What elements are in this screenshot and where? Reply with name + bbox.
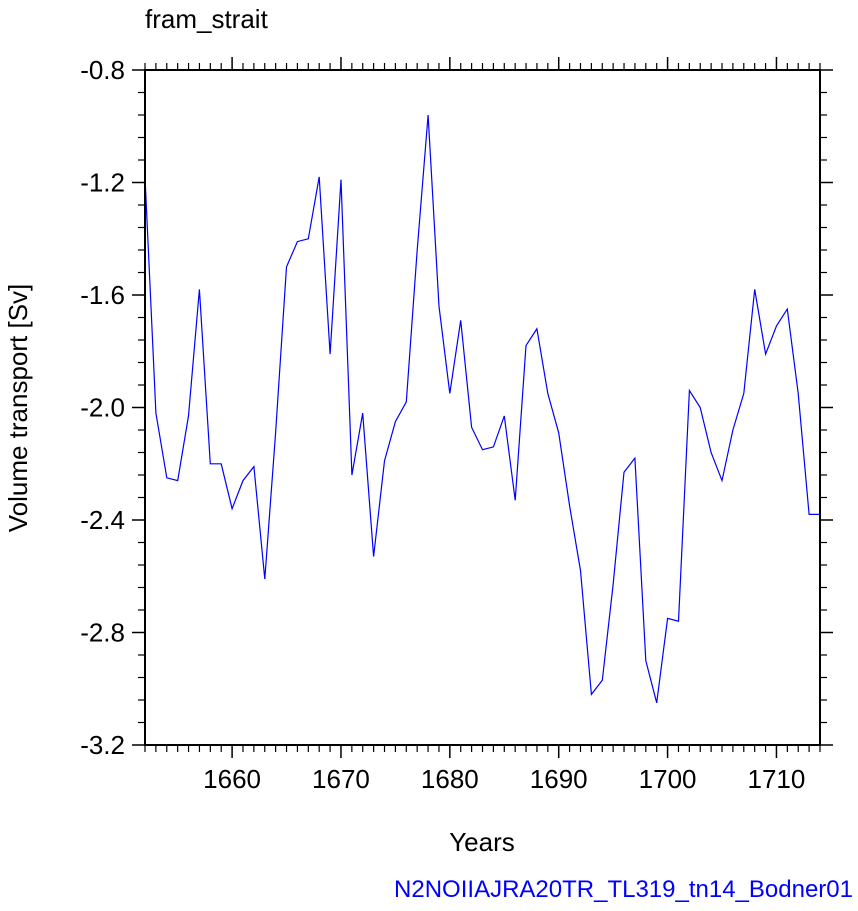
y-tick-label: -2.4 xyxy=(80,505,125,535)
run-id-label: N2NOIIAJRA20TR_TL319_tn14_Bodner01 xyxy=(394,876,853,903)
x-tick-label: 1710 xyxy=(748,764,806,794)
x-tick-label: 1680 xyxy=(421,764,479,794)
x-axis-label: Years xyxy=(449,827,515,857)
y-tick-label: -2.0 xyxy=(80,393,125,423)
y-tick-label: -0.8 xyxy=(80,55,125,85)
y-axis-label: Volume transport [Sv] xyxy=(3,284,33,533)
chart-title: fram_strait xyxy=(145,4,269,34)
y-tick-label: -3.2 xyxy=(80,730,125,760)
x-tick-label: 1690 xyxy=(530,764,588,794)
x-tick-label: 1660 xyxy=(203,764,261,794)
plot-frame xyxy=(144,69,821,746)
x-axis: 1660 1670 1680 1690 1700 1710 xyxy=(144,57,821,794)
y-axis: -0.8 -1.2 -1.6 -2.0 -2.4 -2.8 -3.2 xyxy=(80,55,833,760)
y-tick-label: -1.2 xyxy=(80,168,125,198)
x-tick-label: 1700 xyxy=(639,764,697,794)
series-line xyxy=(144,114,820,703)
y-tick-label: -2.8 xyxy=(80,618,125,648)
y-tick-label: -1.6 xyxy=(80,280,125,310)
x-tick-label: 1670 xyxy=(312,764,370,794)
